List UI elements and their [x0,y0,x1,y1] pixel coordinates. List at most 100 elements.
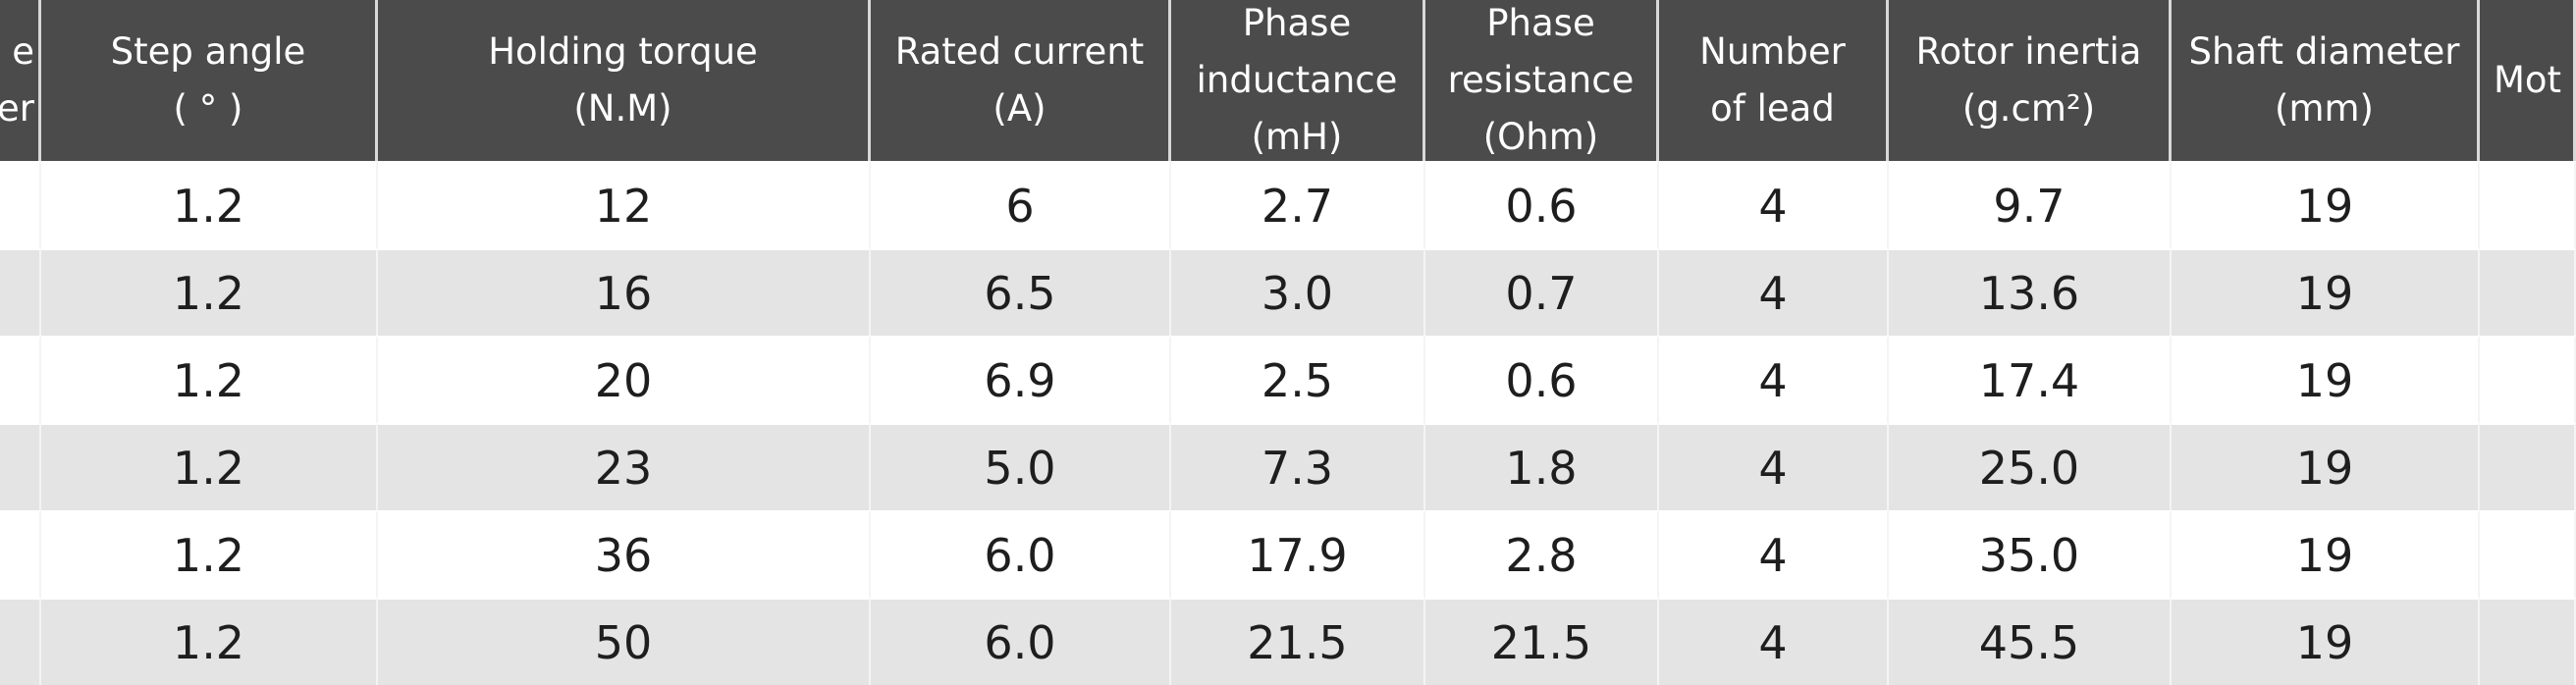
data-cell: 6.9 [871,336,1171,423]
data-cell: 19 [2172,248,2480,336]
cell-text: 50 [594,615,653,669]
data-cell: 20 [378,336,871,423]
cell-text: 36 [594,528,653,582]
data-cell: 50 [378,598,871,685]
header-cell: e er [0,0,41,161]
data-cell: 4 [1659,510,1889,598]
cell-text: 1.2 [172,441,245,495]
data-cell: 1.2 [41,336,378,423]
cell-text: 6.9 [984,353,1056,407]
header-cell: Rotor inertia (g.cm²) [1889,0,2172,161]
cell-text: 4 [1758,266,1788,320]
cell-text: 7.3 [1261,441,1334,495]
cell-text: 0.7 [1505,266,1578,320]
data-cell: 4 [1659,423,1889,510]
data-cell: 1.2 [41,598,378,685]
data-cell: 7.3 [1171,423,1425,510]
data-cell [0,510,41,598]
cell-text: 17.9 [1247,528,1348,582]
data-cell [2480,161,2576,248]
data-cell [2480,336,2576,423]
cell-text: 3.0 [1261,266,1334,320]
data-cell: 45.5 [1889,598,2172,685]
data-cell: 17.4 [1889,336,2172,423]
cell-text: 2.8 [1505,528,1578,582]
cell-text: 21.5 [1247,615,1348,669]
cell-text: ( ° ) [173,87,243,130]
cell-text: (N.M) [573,87,672,130]
cell-text: 17.4 [1978,353,2080,407]
data-cell: 6.0 [871,598,1171,685]
cell-text: 16 [594,266,653,320]
data-cell [0,248,41,336]
header-cell: Mot [2480,0,2576,161]
data-cell: 0.7 [1425,248,1659,336]
cell-text: 2.7 [1261,179,1334,233]
data-cell [0,161,41,248]
cell-text: 1.2 [172,528,245,582]
data-cell: 1.2 [41,510,378,598]
cell-text: 4 [1758,441,1788,495]
cell-text: 4 [1758,615,1788,669]
cell-text: 4 [1758,353,1788,407]
cell-text: 12 [594,179,653,233]
cell-text: 6.0 [984,528,1056,582]
header-cell: Phase inductance (mH) [1171,0,1425,161]
cell-text: inductance [1196,59,1398,101]
cell-text: 2.5 [1261,353,1334,407]
cell-text: 6 [1005,179,1035,233]
data-cell: 12 [378,161,871,248]
cell-text: 13.6 [1978,266,2080,320]
cell-text: 0.6 [1505,179,1578,233]
data-cell: 23 [378,423,871,510]
cell-text: 0.6 [1505,353,1578,407]
data-cell: 1.2 [41,161,378,248]
data-cell: 4 [1659,248,1889,336]
cell-text: 45.5 [1978,615,2080,669]
header-cell: Holding torque (N.M) [378,0,871,161]
data-cell [0,598,41,685]
cell-text: 20 [594,353,653,407]
data-cell: 13.6 [1889,248,2172,336]
data-cell [2480,423,2576,510]
cell-text: 1.2 [172,179,245,233]
cell-text: 1.2 [172,266,245,320]
data-cell: 16 [378,248,871,336]
cell-text: Number [1699,30,1846,73]
cell-text: 23 [594,441,653,495]
cell-text: 19 [2295,615,2354,669]
header-cell: Phase resistance (Ohm) [1425,0,1659,161]
header-cell: Shaft diameter (mm) [2172,0,2480,161]
data-cell: 2.5 [1171,336,1425,423]
data-cell: 36 [378,510,871,598]
cell-text: of lead [1710,87,1835,130]
cell-text: (mH) [1251,116,1343,158]
cell-text: resistance [1447,59,1635,101]
cell-text: (A) [993,87,1046,130]
data-cell: 6.0 [871,510,1171,598]
cell-text: Step angle [110,30,306,73]
cell-text: Rated current [894,30,1145,73]
cell-text: Shaft diameter [2188,30,2460,73]
cell-text: 5.0 [984,441,1056,495]
cell-text: (Ohm) [1482,116,1599,158]
data-cell: 19 [2172,423,2480,510]
data-cell: 4 [1659,161,1889,248]
data-cell: 25.0 [1889,423,2172,510]
data-cell [2480,248,2576,336]
data-cell: 0.6 [1425,336,1659,423]
cell-text: 19 [2295,179,2354,233]
data-cell: 6 [871,161,1171,248]
cell-text: Mot [2494,59,2562,101]
cell-text: 6.5 [984,266,1056,320]
cell-text: 19 [2295,528,2354,582]
header-cell: Step angle ( ° ) [41,0,378,161]
data-cell: 1.2 [41,248,378,336]
data-cell: 19 [2172,598,2480,685]
cell-text: 4 [1758,528,1788,582]
data-cell: 19 [2172,336,2480,423]
header-cell: Rated current (A) [871,0,1171,161]
cell-text: 19 [2295,441,2354,495]
data-cell: 6.5 [871,248,1171,336]
cell-text: Phase [1486,2,1595,44]
